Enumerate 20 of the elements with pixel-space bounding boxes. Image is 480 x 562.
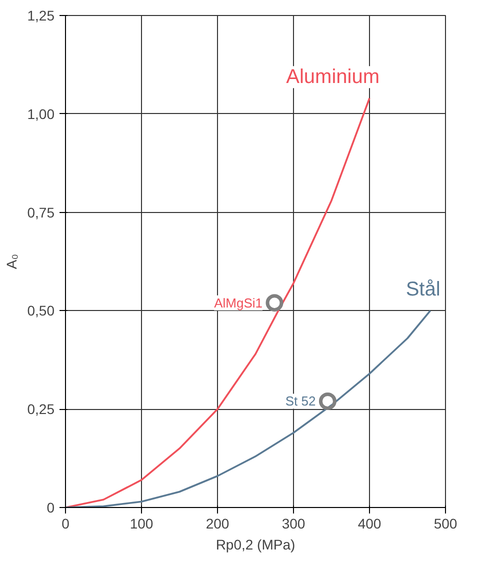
- y-tick-label: 0,25: [27, 401, 55, 418]
- y-tick-label: 1,00: [27, 106, 55, 122]
- x-tick-label: 300: [282, 516, 306, 532]
- annotation: AlMgSi1: [214, 295, 263, 310]
- y-tick-label: 0,50: [27, 302, 55, 319]
- x-tick-label: 200: [206, 516, 230, 532]
- y-axis-title: A₀: [3, 254, 20, 270]
- x-tick-label: 500: [434, 516, 458, 532]
- y-tick-label: 1,25: [27, 8, 55, 24]
- y-tick-label: 0,75: [27, 204, 55, 220]
- series-label: Aluminium: [286, 66, 380, 88]
- y-tick-label: 0: [46, 500, 55, 516]
- annotation: St 52: [285, 394, 316, 409]
- x-tick-label: 0: [62, 516, 70, 532]
- line-series: [66, 310, 432, 508]
- x-axis-title: Rp0,2 (MPa): [216, 536, 296, 552]
- x-tick-label: 100: [130, 516, 154, 532]
- line-series: [66, 97, 370, 508]
- series-label: Stål: [406, 278, 440, 301]
- x-tick-label: 400: [358, 516, 382, 532]
